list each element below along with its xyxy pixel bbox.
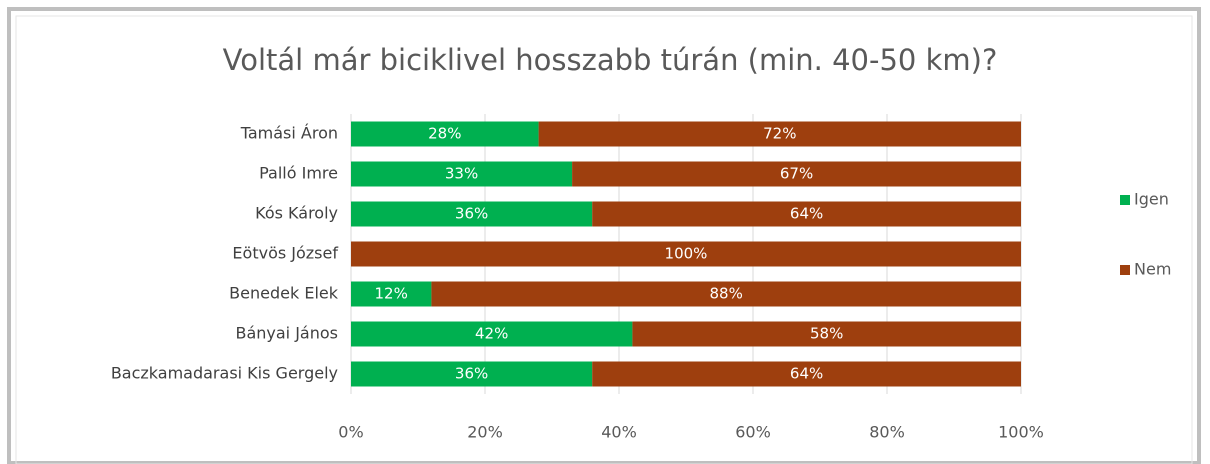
data-label: 64% [790,205,823,223]
x-tick-label: 100% [998,423,1044,442]
bar-segment [351,201,593,227]
chart-inner-frame [15,15,1193,464]
bar-segment [351,121,539,147]
y-tick-label: Benedek Elek [229,284,339,303]
chart-title: Voltál már biciklivel hosszabb túrán (mi… [223,43,998,77]
data-label: 33% [445,165,478,183]
y-tick-label: Tamási Áron [240,124,338,143]
bar-segment [351,321,633,347]
chart-frame [7,7,1201,464]
legend-swatch [1120,195,1130,205]
data-label: 67% [780,165,813,183]
bar-segment [351,161,573,187]
y-tick-label: Eötvös József [232,244,338,263]
data-label: 58% [810,325,843,343]
data-label: 100% [665,245,708,263]
x-tick-label: 80% [869,423,905,442]
bar-segment [351,241,1021,267]
bar-segment [592,361,1021,387]
bar-segment [592,201,1021,227]
data-label: 88% [710,285,743,303]
legend-swatch [1120,265,1130,275]
y-tick-label: Bányai János [235,324,338,343]
legend-label: Nem [1134,260,1171,279]
x-tick-label: 40% [601,423,637,442]
bar-segment [632,321,1021,347]
y-tick-label: Kós Károly [255,204,338,223]
bar-segment [538,121,1021,147]
data-label: 28% [428,125,461,143]
y-tick-label: Palló Imre [259,164,338,183]
data-label: 42% [475,325,508,343]
data-label: 64% [790,365,823,383]
bar-segment [351,281,432,307]
data-label: 36% [455,205,488,223]
x-tick-label: 20% [467,423,503,442]
bar-segment [431,281,1021,307]
data-label: 72% [763,125,796,143]
x-tick-label: 60% [735,423,771,442]
data-label: 12% [375,285,408,303]
y-tick-label: Baczkamadarasi Kis Gergely [111,364,338,383]
bar-segment [351,361,593,387]
x-tick-label: 0% [338,423,363,442]
legend-label: Igen [1134,190,1169,209]
bar-segment [572,161,1021,187]
data-label: 36% [455,365,488,383]
